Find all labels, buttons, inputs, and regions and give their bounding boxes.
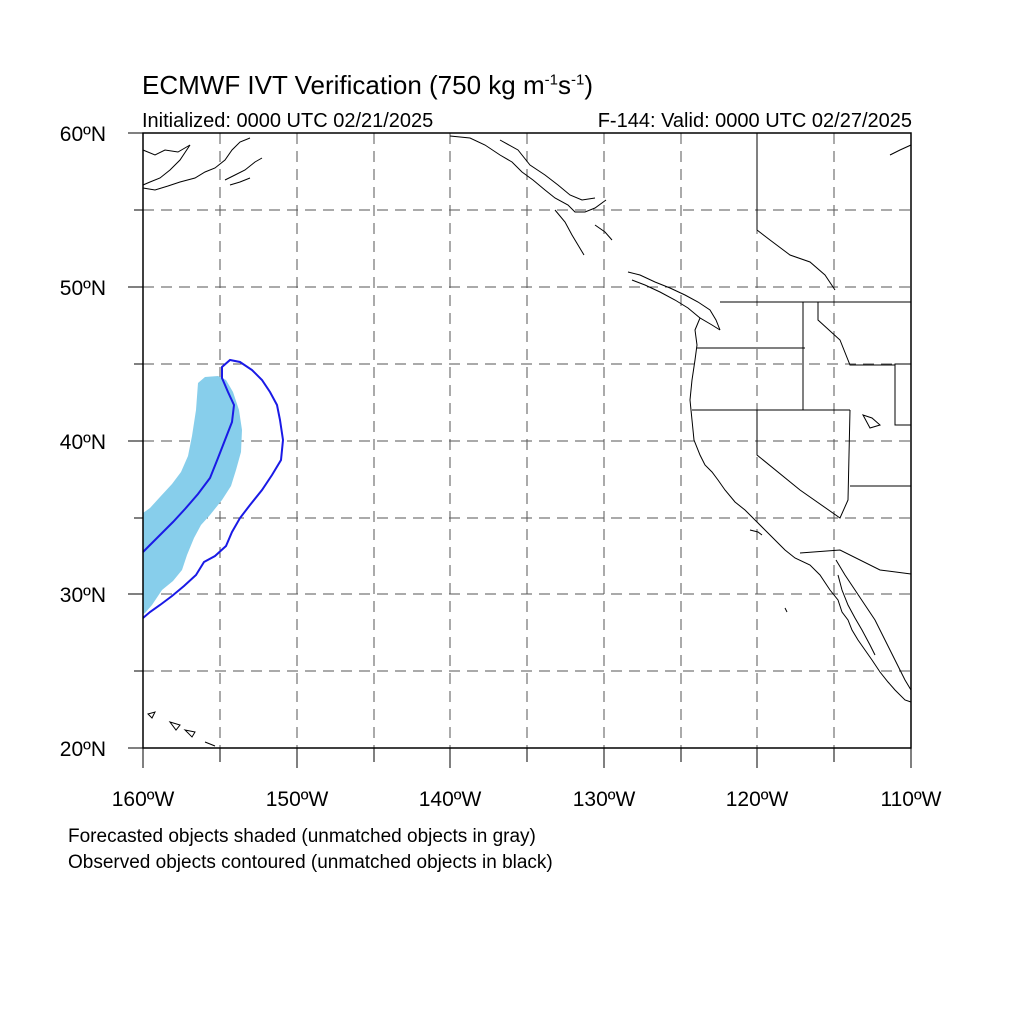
footer-observed-note: Observed objects contoured (unmatched ob…	[68, 852, 553, 873]
lon-label-160w: 160ºW	[112, 788, 175, 811]
lat-label-50: 50ºN	[60, 277, 106, 300]
coastlines	[142, 133, 912, 747]
lon-label-120w: 120ºW	[726, 788, 789, 811]
lon-label-130w: 130ºW	[573, 788, 636, 811]
gridlines	[143, 133, 911, 748]
lon-label-110w: 110ºW	[881, 788, 942, 811]
tick-marks	[128, 132, 912, 768]
forecast-object	[143, 376, 242, 614]
lat-label-30: 30ºN	[60, 584, 106, 607]
lat-label-20: 20ºN	[60, 738, 106, 761]
observed-contour	[142, 358, 285, 619]
lon-label-150w: 150ºW	[266, 788, 329, 811]
initialized-label: Initialized: 0000 UTC 02/21/2025	[142, 110, 434, 132]
chart-title: ECMWF IVT Verification (750 kg m-1s-1)	[142, 70, 593, 100]
valid-label: F-144: Valid: 0000 UTC 02/27/2025	[597, 110, 912, 132]
lat-label-40: 40ºN	[60, 431, 106, 454]
lon-label-140w: 140ºW	[419, 788, 482, 811]
footer-forecast-note: Forecasted objects shaded (unmatched obj…	[68, 826, 536, 847]
lat-label-60: 60ºN	[60, 123, 106, 146]
